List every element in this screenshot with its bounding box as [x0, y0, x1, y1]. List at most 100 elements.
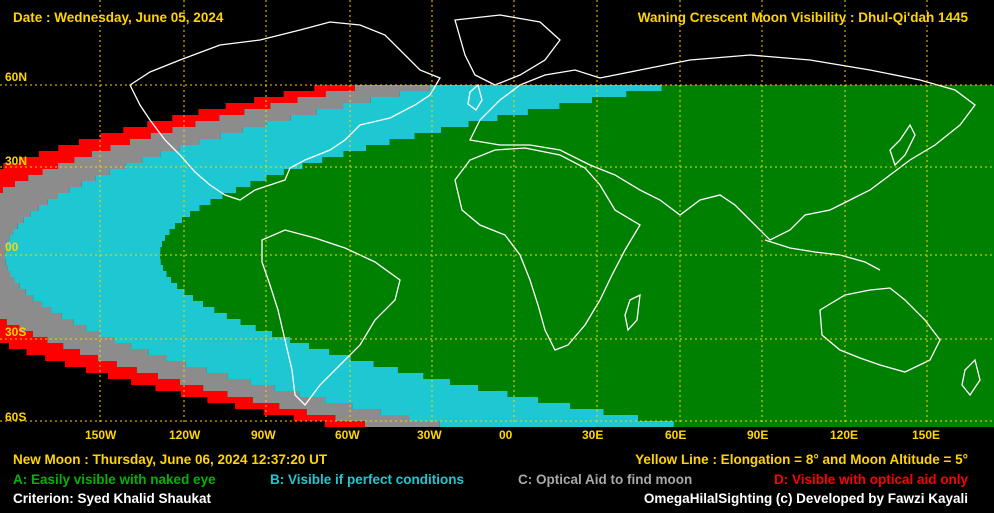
- legend-a: A: Easily visible with naked eye: [13, 472, 216, 487]
- zone-c-band: [325, 91, 400, 97]
- longitude-label: 00: [499, 428, 513, 442]
- zone-a-band: [160, 253, 994, 259]
- latitude-label: 60S: [5, 410, 27, 424]
- zone-b-band: [10, 271, 167, 277]
- zone-c-band: [0, 295, 34, 301]
- zone-b-band: [81, 181, 251, 187]
- zone-b-band: [380, 409, 604, 415]
- zone-a-band: [423, 373, 994, 379]
- legend-d: D: Visible with optical aid only: [773, 472, 968, 487]
- zone-c-band: [354, 85, 430, 91]
- zone-a-band: [214, 307, 994, 313]
- zone-a-band: [302, 163, 994, 169]
- zone-c-band: [0, 205, 39, 211]
- zone-a-band: [626, 91, 994, 97]
- zone-d-band: [100, 133, 151, 139]
- zone-b-band: [250, 379, 451, 385]
- zone-b-band: [343, 103, 560, 109]
- zone-b-band: [429, 85, 662, 91]
- zone-c-band: [0, 301, 42, 307]
- zone-a-band: [350, 355, 994, 361]
- zone-d-band: [0, 187, 3, 193]
- zone-d-band: [85, 367, 137, 373]
- zone-c-band: [0, 313, 62, 319]
- zone-d-band: [0, 337, 48, 343]
- longitude-label: 150W: [85, 428, 117, 442]
- zone-c-band: [97, 355, 167, 361]
- zone-b-band: [41, 301, 204, 307]
- zone-b-band: [206, 367, 398, 373]
- zone-a-band: [236, 187, 994, 193]
- zone-c-band: [270, 103, 344, 109]
- zone-c-band: [6, 319, 74, 325]
- zone-c-band: [91, 151, 161, 157]
- latitude-label: 00: [5, 240, 19, 254]
- zone-a-band: [199, 205, 994, 211]
- zone-a-band: [450, 379, 994, 385]
- legend-b: B: Visible if perfect conditions: [270, 472, 465, 487]
- zone-c-band: [0, 289, 26, 295]
- zone-d-band: [20, 157, 75, 163]
- zone-b-band: [409, 415, 639, 421]
- zone-c-band: [47, 337, 115, 343]
- zone-a-band: [162, 241, 994, 247]
- yellow-line-label: Yellow Line : Elongation = 8° and Moon A…: [635, 452, 968, 467]
- zone-a-band: [177, 283, 994, 289]
- zone-a-band: [193, 295, 994, 301]
- zone-c-band: [42, 169, 110, 175]
- zone-b-band: [316, 109, 528, 115]
- zone-d-band: [78, 139, 130, 145]
- zone-c-band: [195, 121, 267, 127]
- zone-a-band: [272, 331, 994, 337]
- zone-c-band: [28, 175, 96, 181]
- zone-c-band: [0, 217, 24, 223]
- zone-d-band: [0, 325, 20, 331]
- zone-b-band: [115, 337, 290, 343]
- zone-a-band: [507, 391, 994, 397]
- zone-b-band: [199, 139, 390, 145]
- zone-d-band: [172, 115, 220, 121]
- zone-d-band: [314, 85, 355, 91]
- zone-d-band: [283, 91, 326, 97]
- zone-b-band: [109, 169, 284, 175]
- zone-d-band: [0, 181, 16, 187]
- zone-a-band: [527, 109, 994, 115]
- longitude-label: 60W: [335, 428, 360, 442]
- zone-b-band: [125, 163, 303, 169]
- zone-b-band: [5, 253, 161, 259]
- zone-c-band: [0, 283, 20, 289]
- zone-a-band: [182, 217, 994, 223]
- zone-d-band: [254, 97, 298, 103]
- zone-a-band: [366, 145, 994, 151]
- zone-a-band: [290, 337, 994, 343]
- zone-b-band: [100, 331, 273, 337]
- zone-c-band: [0, 235, 10, 241]
- zone-d-band: [58, 145, 111, 151]
- zone-c-band: [0, 223, 18, 229]
- coastlines: [129, 14, 981, 406]
- zone-c-band: [179, 379, 251, 385]
- zone-b-band: [69, 187, 237, 193]
- zone-b-band: [299, 391, 508, 397]
- zone-a-band: [266, 175, 994, 181]
- zone-d-band: [64, 361, 117, 367]
- zone-c-band: [129, 139, 200, 145]
- zone-c-band: [19, 325, 87, 331]
- zone-a-band: [570, 403, 994, 409]
- zone-c-band: [0, 247, 6, 253]
- zone-a-band: [309, 343, 994, 349]
- zone-c-band: [32, 331, 101, 337]
- africa-coast: [454, 147, 641, 351]
- zone-b-band: [51, 307, 215, 313]
- zone-a-band: [661, 85, 994, 91]
- zone-c-band: [172, 127, 243, 133]
- indonesia-coast: [764, 239, 881, 271]
- credit-label: OmegaHilalSighting (c) Developed by Fawz…: [643, 491, 968, 506]
- madagascar-coast: [624, 293, 641, 332]
- map-title: Waning Crescent Moon Visibility : Dhul-Q…: [637, 10, 968, 25]
- zone-b-band: [290, 115, 498, 121]
- zone-b-band: [160, 151, 344, 157]
- zone-b-band: [274, 385, 479, 391]
- zone-b-band: [439, 421, 674, 427]
